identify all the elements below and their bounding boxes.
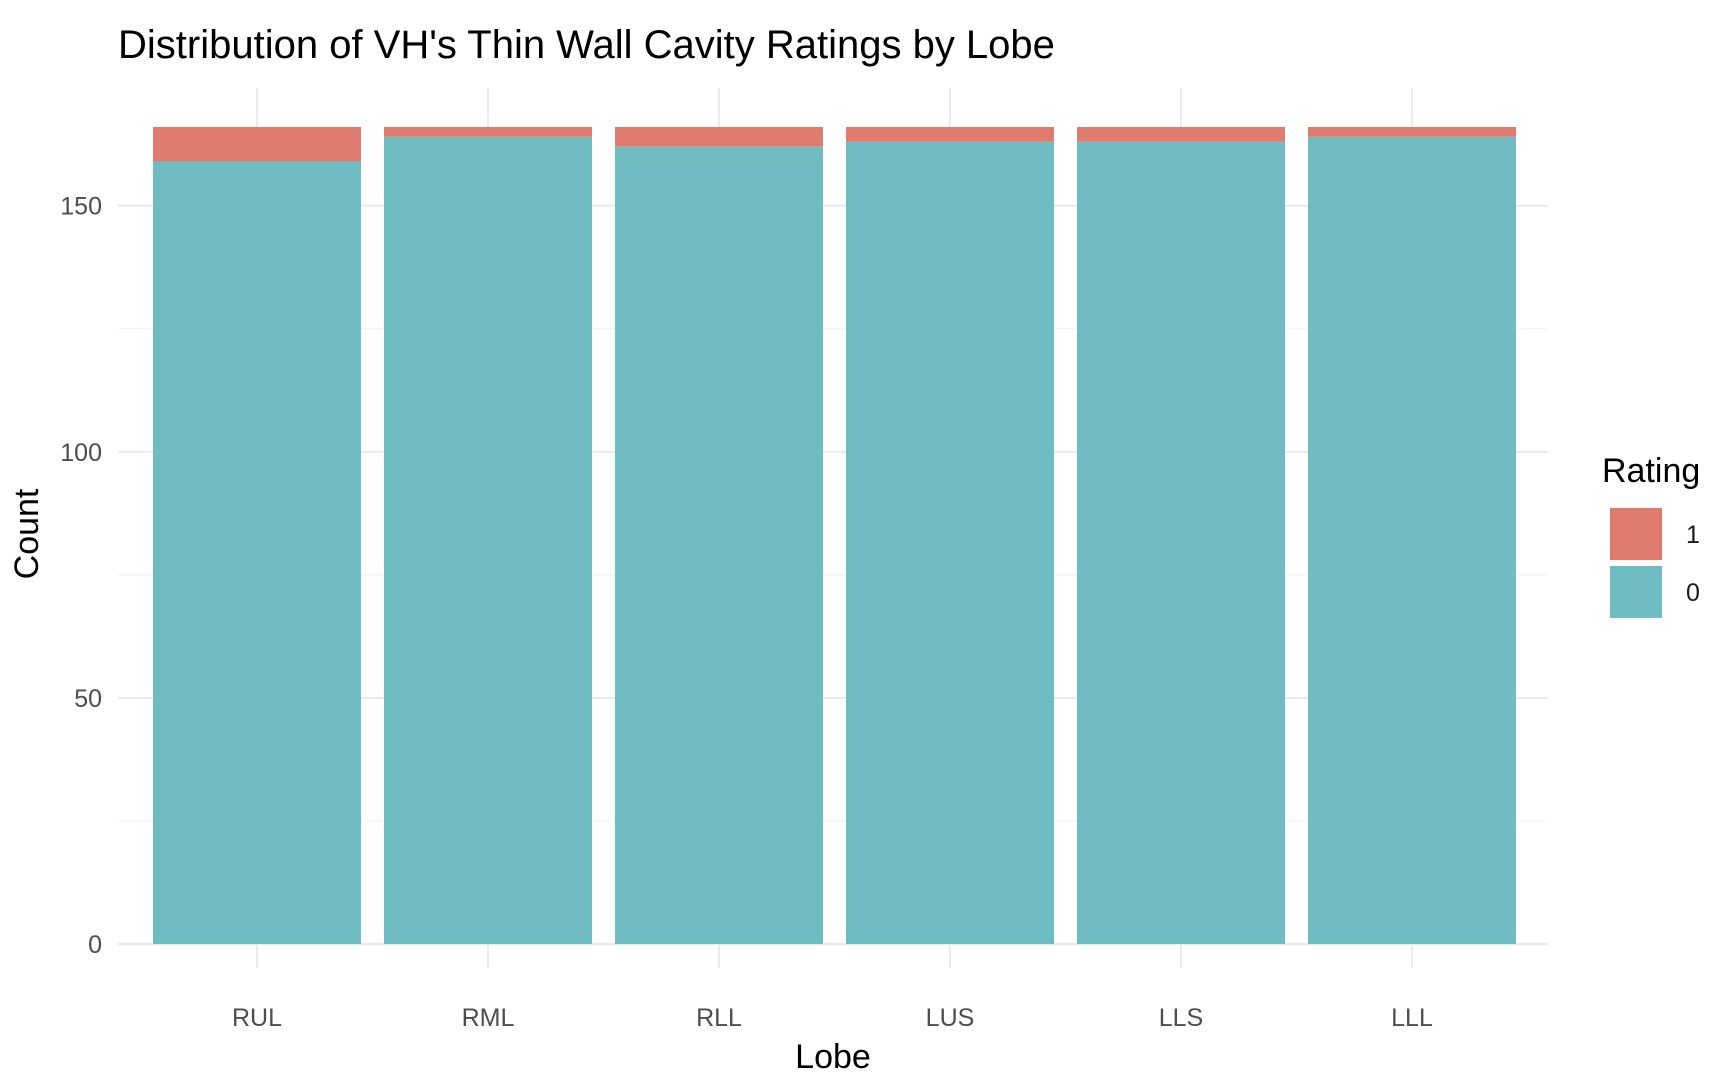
legend-title: Rating	[1602, 452, 1700, 490]
legend-label-0: 0	[1686, 579, 1700, 607]
bars-layer	[153, 127, 1516, 945]
x-tick-label: RUL	[232, 1004, 282, 1032]
y-tick-labels: 0 50 100 150	[60, 193, 102, 959]
x-tick-label: RML	[462, 1004, 515, 1032]
bar-lll-rating-1	[1308, 127, 1516, 137]
x-tick-label: LLL	[1391, 1004, 1433, 1032]
legend-swatch-0	[1610, 566, 1662, 618]
y-tick-label: 150	[60, 193, 102, 221]
y-tick-label: 0	[88, 931, 102, 959]
bar-lls-rating-0	[1077, 141, 1285, 944]
y-tick-label: 100	[60, 439, 102, 467]
bar-rml-rating-0	[384, 136, 592, 944]
bar-rll-rating-1	[615, 127, 823, 147]
bar-lus-rating-1	[846, 127, 1054, 142]
legend: Rating 10	[1602, 452, 1700, 618]
bar-lll-rating-0	[1308, 136, 1516, 944]
x-tick-label: LUS	[926, 1004, 975, 1032]
bar-lus-rating-0	[846, 141, 1054, 944]
legend-label-1: 1	[1686, 521, 1700, 549]
y-axis-title: Count	[8, 488, 46, 579]
legend-items: 10	[1610, 508, 1700, 618]
bar-rml-rating-1	[384, 127, 592, 137]
x-tick-label: RLL	[696, 1004, 742, 1032]
bar-lls-rating-1	[1077, 127, 1285, 142]
bar-rul-rating-1	[153, 127, 361, 162]
x-axis-title: Lobe	[795, 1038, 871, 1076]
legend-swatch-1	[1610, 508, 1662, 560]
y-tick-label: 50	[74, 685, 102, 713]
x-tick-label: LLS	[1159, 1004, 1203, 1032]
x-tick-labels: RUL RML RLL LUS LLS LLL	[232, 1004, 1433, 1032]
bar-rll-rating-0	[615, 146, 823, 944]
bar-rul-rating-0	[153, 161, 361, 945]
chart-title: Distribution of VH's Thin Wall Cavity Ra…	[118, 23, 1055, 67]
